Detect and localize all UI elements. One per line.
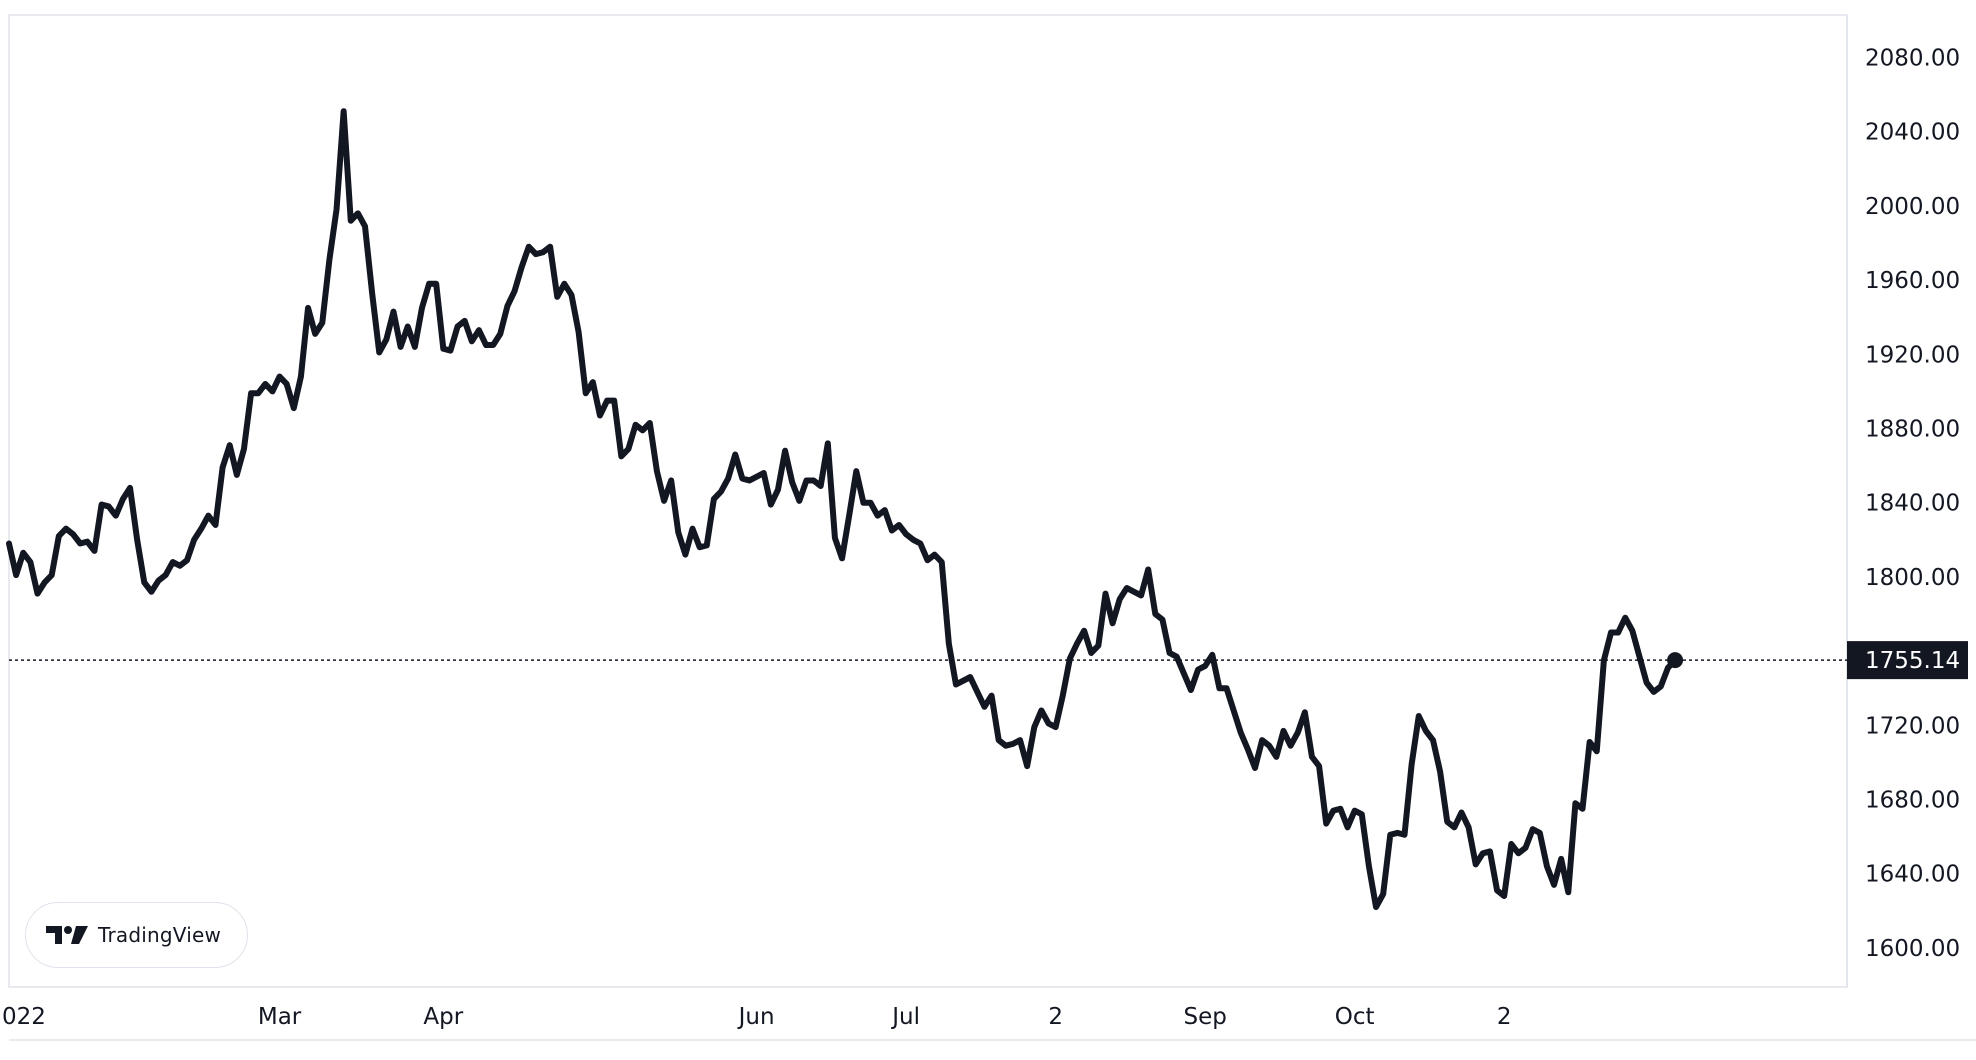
last-price-dot — [1667, 652, 1684, 669]
price-line — [6, 108, 1679, 911]
y-tick-label: 1840.00 — [1865, 491, 1960, 517]
x-tick-label: Sep — [1183, 1004, 1226, 1030]
x-tick-label: 022 — [2, 1004, 46, 1030]
x-tick-label: Jul — [890, 1004, 920, 1030]
y-tick-label: 1640.00 — [1865, 862, 1960, 888]
y-tick-label: 1720.00 — [1865, 713, 1960, 739]
tradingview-logo-icon — [46, 926, 88, 944]
last-price-label: 1755.14 — [1865, 648, 1960, 674]
y-tick-label: 1600.00 — [1865, 936, 1960, 962]
tradingview-logo-text: TradingView — [98, 923, 222, 947]
last-price-tag — [1847, 641, 1968, 680]
x-tick-label: 2 — [1497, 1004, 1512, 1030]
y-tick-label: 2080.00 — [1865, 46, 1960, 72]
y-tick-label: 1960.00 — [1865, 268, 1960, 294]
y-tick-label: 1680.00 — [1865, 788, 1960, 814]
x-tick-label: 2 — [1048, 1004, 1063, 1030]
y-tick-label: 2000.00 — [1865, 194, 1960, 220]
x-tick-label: Apr — [423, 1004, 463, 1030]
x-tick-label: Mar — [258, 1004, 302, 1030]
price-axis[interactable]: 2080.00 2040.00 2000.00 1960.00 1920.00 1880.… — [1865, 46, 1960, 962]
y-tick-label: 1800.00 — [1865, 565, 1960, 591]
last-price-layer: 1755.14 — [9, 641, 1968, 680]
tradingview-logo[interactable]: TradingView — [25, 902, 248, 968]
x-tick-label: Oct — [1335, 1004, 1375, 1030]
series-layer — [6, 108, 1679, 911]
y-tick-label: 2040.00 — [1865, 120, 1960, 146]
y-tick-label: 1920.00 — [1865, 342, 1960, 368]
x-tick-label: Jun — [737, 1004, 775, 1030]
time-axis[interactable]: 022 Mar Apr Jun Jul 2 Sep Oct 2 — [2, 1004, 1512, 1030]
y-tick-label: 1880.00 — [1865, 417, 1960, 443]
